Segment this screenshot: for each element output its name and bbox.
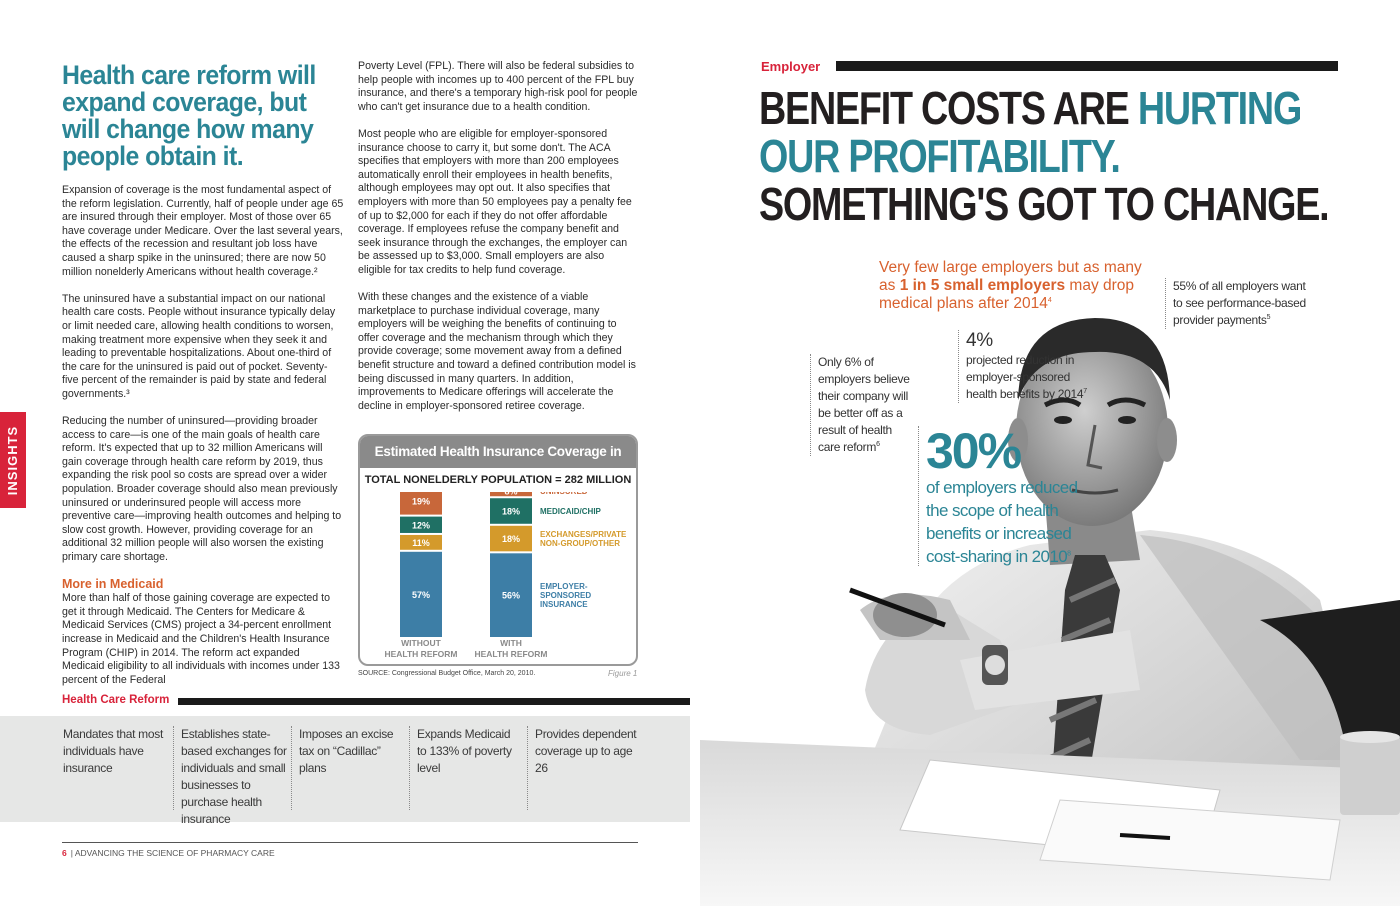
chart-category-label: HEALTH REFORM [384,649,457,659]
insights-tab-label: INSIGHTS [5,425,21,495]
footnote-ref: 7 [1083,388,1087,395]
section-label: Employer [761,59,821,74]
reform-rule [178,698,690,705]
paragraph: Expansion of coverage is the most fundam… [62,184,344,278]
page-number: 6 [62,848,67,858]
footer-rule [62,842,638,843]
chart-category-label: WITH [500,638,522,648]
chart-data-label: 56% [502,591,520,601]
chart-bar-segment [400,534,442,550]
reform-item: Imposes an excise tax on “Cadillac” plan… [299,727,394,775]
chart-legend-label: UNINSURED [540,492,588,496]
chart-data-label: 11% [412,538,430,548]
page-headline: BENEFIT COSTS ARE HURTING OUR PROFITABIL… [759,82,1330,230]
paragraph: Reducing the number of uninsured—providi… [62,415,342,564]
chart-data-label: 19% [412,497,430,507]
chart-bar-segment [490,525,532,552]
stat-reduced-scope: 30% of employers reduced the scope of he… [918,426,1088,566]
chart-legend-label: EXCHANGES/PRIVATE [540,530,627,539]
businessman-photo [700,318,1400,906]
stat-text: may drop medical plans after 2014 [879,277,1135,312]
stat-text: of employers reduced the scope of health… [926,478,1078,566]
chart-bar-segment [400,492,442,515]
reform-item: Establishes state-based exchanges for in… [181,727,287,826]
stat-text: Very few large employers but as many as [879,259,1142,294]
reform-item: Mandates that most individuals have insu… [63,727,163,775]
reform-divider [291,726,292,810]
headline-accent: OUR PROFITABILITY. [759,130,1121,182]
body-column-1: Expansion of coverage is the most fundam… [62,184,344,701]
headline-accent: HURTING [1137,82,1302,134]
stat-text: 55% of all employers want to see perform… [1173,279,1306,327]
headline-part: BENEFIT COSTS ARE [759,82,1138,134]
reform-divider [527,726,528,810]
chart-legend-label: EMPLOYER- [540,582,588,591]
article-headline: Health care reform will expand coverage,… [62,60,316,171]
reform-item: Expands Medicaid to 133% of poverty leve… [417,727,512,775]
reform-title: Health Care Reform [62,694,170,706]
chart-data-label: 57% [412,590,430,600]
subheading: More in Medicaid [62,577,164,592]
figure-label: Figure 1 [608,669,638,678]
chart-data-label: 18% [502,507,520,517]
chart-category-label: HEALTH REFORM [474,649,547,659]
chart-bar-segment [400,551,442,637]
chart-source: SOURCE: Congressional Budget Office, Mar… [358,670,536,677]
paragraph: Most people who are eligible for employe… [358,127,632,276]
stat-small-employers: Very few large employers but as many as … [879,259,1149,313]
paragraph: With these changes and the existence of … [358,291,636,412]
section-rule [836,61,1338,71]
reform-band [0,716,690,822]
chart-data-label: 8% [504,492,517,497]
chart-bar-segment [490,492,532,497]
footnote-ref: 5 [1266,314,1271,321]
chart-legend-label: MEDICAID/CHIP [540,507,602,516]
chart-data-label: 12% [412,520,430,530]
publication-name: ADVANCING THE SCIENCE OF PHARMACY CARE [74,848,275,858]
stat-better-off: Only 6% of employers believe their compa… [810,354,910,456]
chart-data-label: 18% [502,534,520,544]
stat-highlight: 1 in 5 small employers [899,277,1066,294]
chart-title: Estimated Health Insurance Coverage in 2… [360,436,636,491]
footnote-ref: 6 [876,441,880,448]
chart-legend-label: SPONSORED [540,591,591,600]
paragraph: Poverty Level (FPL). There will also be … [358,60,638,113]
page-folio: 6 | ADVANCING THE SCIENCE OF PHARMACY CAR… [62,848,275,858]
insights-tab[interactable]: INSIGHTS [0,412,26,508]
reform-item: Provides dependent coverage up to age 26 [535,727,637,775]
chart-category-label: WITHOUT [401,638,441,648]
stat-text: Only 6% of employers believe their compa… [818,355,910,454]
paragraph: More than half of those gaining coverage… [62,592,340,686]
stat-benefit-reduction: 4% projected reduction in employer-spons… [958,330,1088,403]
coverage-chart: Estimated Health Insurance Coverage in 2… [358,434,638,666]
reform-divider [173,726,174,810]
chart-bar-segment [490,553,532,637]
chart-subtitle: TOTAL NONELDERLY POPULATION = 282 MILLIO… [364,474,632,486]
stat-figure: 4% [966,330,993,351]
right-page: Employer BENEFIT COSTS ARE HURTING OUR P… [700,0,1400,906]
stat-text: projected reduction in employer-sponsore… [966,353,1084,401]
stat-performance-payments: 55% of all employers want to see perform… [1165,278,1315,329]
headline-part: SOMETHING'S GOT TO CHANGE. [759,178,1330,230]
paragraph: The uninsured have a substantial impact … [62,292,336,400]
left-page: INSIGHTS Health care reform will expand … [0,60,690,858]
chart-bar-segment [400,516,442,533]
stat-figure: 30% [926,423,1022,479]
reform-divider [409,726,410,810]
chart-legend-label: INSURANCE [540,600,588,609]
footnote-ref: 8 [1067,550,1071,558]
chart-bar-segment [490,498,532,524]
chart-legend-label: NON-GROUP/OTHER [540,539,620,548]
body-column-2: Poverty Level (FPL). There will also be … [358,60,640,427]
footnote-ref: 4 [1047,296,1052,304]
